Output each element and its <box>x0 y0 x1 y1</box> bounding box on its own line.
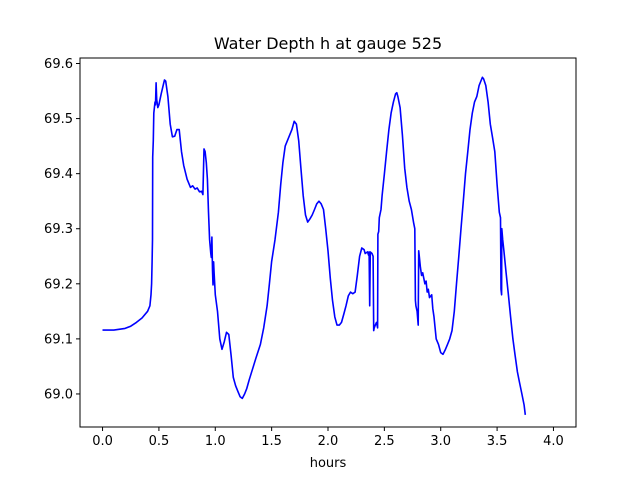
x-tick-label: 0.0 <box>92 434 113 449</box>
y-tick-label: 69.1 <box>44 332 73 347</box>
x-tick-label: 2.0 <box>318 434 339 449</box>
y-tick-label: 69.2 <box>44 277 73 292</box>
y-tick-label: 69.6 <box>44 57 73 72</box>
chart-title: Water Depth h at gauge 525 <box>214 34 442 53</box>
x-tick-label: 3.0 <box>430 434 451 449</box>
y-tick-label: 69.3 <box>44 222 73 237</box>
series-line-0 <box>102 76 527 415</box>
x-tick-label: 0.5 <box>149 434 170 449</box>
x-tick-label: 3.5 <box>487 434 508 449</box>
x-tick-label: 1.0 <box>205 434 226 449</box>
x-tick-label: 4.0 <box>543 434 564 449</box>
data-layer <box>102 76 527 415</box>
y-tick-label: 69.0 <box>44 387 73 402</box>
x-tick-label: 1.5 <box>261 434 282 449</box>
x-axis-title: hours <box>310 456 347 471</box>
x-axis: 0.0 0.5 1.0 1.5 2.0 2.5 3.0 3.5 4.0 <box>92 427 564 449</box>
y-tick-label: 69.4 <box>44 167 73 182</box>
x-tick-label: 2.5 <box>374 434 395 449</box>
y-axis: 69.0 69.1 69.2 69.3 69.4 69.5 69.6 <box>44 57 80 402</box>
y-tick-label: 69.5 <box>44 112 73 127</box>
